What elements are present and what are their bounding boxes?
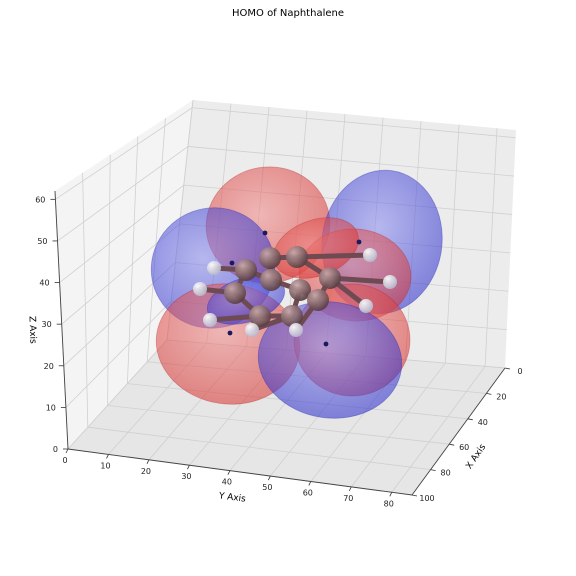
grid-line-x — [87, 426, 431, 470]
bond — [294, 252, 373, 260]
y-tick-mark — [389, 492, 393, 497]
y-tick-mark — [187, 465, 190, 470]
x-tick-mark — [411, 494, 418, 497]
x-tick-label: 0 — [517, 367, 522, 376]
grid-line-z — [65, 301, 172, 408]
x-tick-mark — [486, 393, 492, 395]
axis-line-z — [54, 190, 69, 450]
axes: 0 10 20 30 40 50 60 70 80 0 20 40 60 80 100 0 10 20 30 40 50… — [35, 190, 523, 508]
x-tick-label: 80 — [441, 469, 451, 478]
grid-line-z — [57, 146, 189, 242]
carbon-atom-C5 — [319, 267, 341, 289]
z-tick-label: 50 — [37, 237, 47, 246]
y-tick-label: 70 — [343, 494, 353, 503]
hydrogen-atom-H8 — [363, 248, 377, 262]
grid-line-y — [444, 124, 460, 364]
x-tick-mark — [504, 367, 511, 370]
grid-line-x — [107, 154, 111, 406]
hydrogen-atom-H7 — [383, 275, 397, 289]
grid-line-z — [192, 107, 516, 139]
carbon-atom-C1 — [235, 259, 257, 281]
z-tick-label: 0 — [53, 445, 58, 454]
grid-line-x — [127, 136, 139, 384]
grid-line-x — [82, 172, 89, 428]
y-tick-mark — [267, 475, 271, 481]
x-tick-label: 60 — [459, 443, 469, 452]
x-tick-label: 100 — [419, 494, 434, 503]
grid-line-y — [484, 128, 498, 367]
carbon-atom-C10 — [281, 305, 303, 327]
y-tick-label: 10 — [100, 461, 110, 470]
grid-line-z — [55, 107, 193, 200]
z-tick-label: 20 — [44, 362, 54, 371]
y-axis-label: Y Axis — [217, 491, 246, 504]
hydrogen-atom-H6 — [359, 299, 373, 313]
carbon-atom-C8 — [224, 282, 246, 304]
y-tick-label: 40 — [222, 478, 232, 487]
left-pane — [55, 100, 193, 449]
grid-line-z — [59, 184, 185, 283]
hydrogen-atom-H3 — [203, 313, 217, 327]
grid-line-x — [146, 118, 166, 362]
x-tick-label: 40 — [478, 418, 488, 427]
y-tick-label: 30 — [181, 472, 191, 481]
carbon-atom-C3 — [289, 279, 311, 301]
y-tick-label: 80 — [384, 499, 394, 508]
lobe-center-marker — [323, 341, 329, 347]
carbon-atom-C9 — [249, 305, 271, 327]
lobe-center-marker — [229, 260, 235, 266]
carbon-atom-C4 — [307, 289, 329, 311]
lobe-center-marker — [227, 330, 233, 336]
hydrogen-atom-H2 — [193, 282, 207, 296]
carbon-atom-C6 — [286, 246, 308, 268]
grid-line-z — [187, 146, 514, 177]
z-tick-label: 40 — [39, 279, 49, 288]
carbon-atom-C2 — [260, 269, 282, 291]
grid-line-y — [391, 366, 486, 493]
y-tick-mark — [308, 481, 312, 486]
carbon-atom-C7 — [259, 247, 281, 269]
hydrogen-atom-H5 — [289, 323, 303, 337]
grid-line-y — [350, 362, 446, 488]
lobe-center-marker — [356, 239, 362, 245]
grid-line-x — [107, 405, 450, 445]
chart-title: HOMO of Naphthalene — [232, 8, 344, 19]
x-tick-mark — [449, 443, 455, 446]
y-tick-mark — [106, 454, 109, 459]
y-tick-mark — [348, 486, 352, 492]
z-tick-label: 30 — [42, 320, 52, 329]
naphthalene-molecule — [193, 246, 397, 337]
x-tick-mark — [430, 469, 436, 471]
z-axis-label: Z Axis — [27, 316, 38, 344]
x-tick-mark — [467, 418, 473, 421]
y-tick-mark — [146, 459, 150, 465]
y-tick-mark — [227, 470, 231, 475]
hydrogen-atom-H1 — [207, 261, 221, 275]
z-tick-label: 60 — [35, 195, 45, 204]
y-tick-label: 0 — [62, 456, 67, 465]
lobe-center-marker — [262, 230, 268, 236]
grid-line-z — [67, 339, 168, 450]
y-tick-mark — [65, 448, 69, 454]
hydrogen-atom-H4 — [245, 323, 259, 337]
axis-line-floor — [67, 367, 506, 496]
y-tick-label: 60 — [303, 488, 313, 497]
z-tick-label: 10 — [46, 403, 56, 412]
y-tick-label: 50 — [262, 483, 272, 492]
y-tick-label: 20 — [141, 467, 151, 476]
x-tick-label: 20 — [496, 392, 506, 401]
